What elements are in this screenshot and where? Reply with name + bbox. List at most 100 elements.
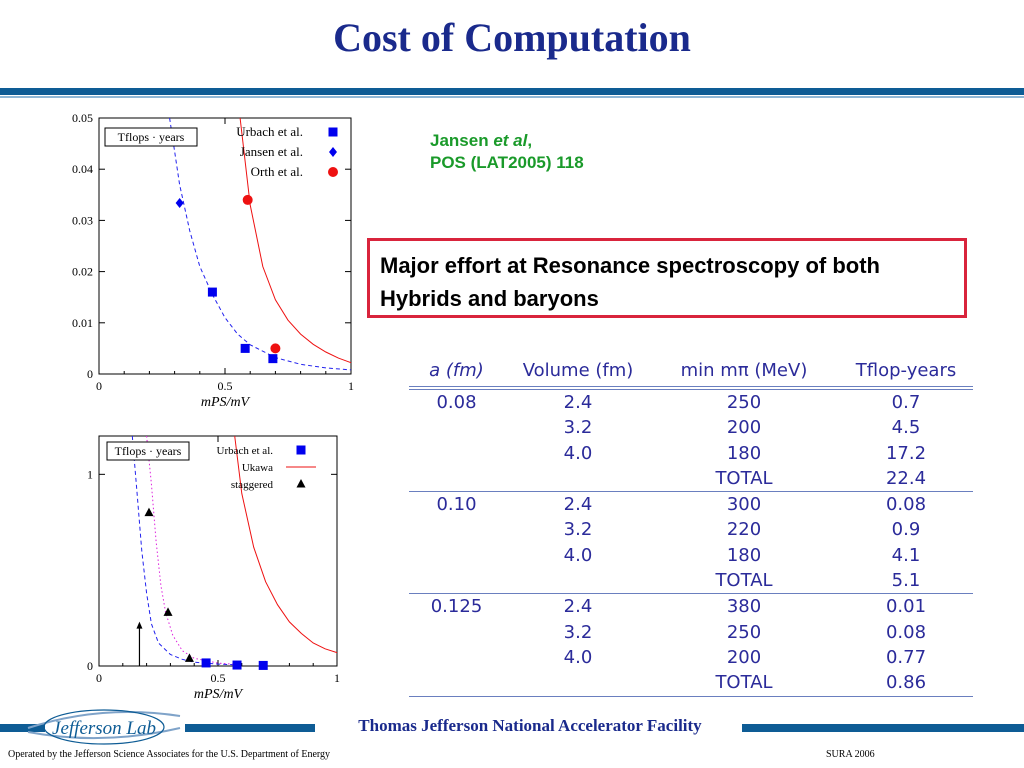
- table-cell: 3.2: [563, 519, 593, 541]
- table-cell: 0.7: [891, 392, 921, 413]
- logo-text: Jefferson Lab: [52, 718, 156, 739]
- legend-entry-label: staggered: [231, 479, 274, 491]
- table-cell: 0.77: [885, 646, 927, 668]
- table-header-tflops: Tflop-years: [855, 360, 957, 381]
- table-row: 0.08 2.4 250 0.7: [409, 390, 973, 415]
- table-cell: 0.125: [430, 596, 483, 618]
- table-row: 3.2 200 4.5: [409, 415, 973, 440]
- data-point-square: [268, 354, 278, 364]
- legend-label-text: Tflops · years: [115, 444, 182, 458]
- table-cell: TOTAL: [715, 672, 773, 694]
- table-cell: TOTAL: [715, 570, 773, 592]
- curve-magenta-dotted: [146, 435, 242, 666]
- footer-bar-right: [742, 724, 1024, 732]
- table-cell: 17.2: [885, 442, 927, 464]
- table-cell: 0.08: [885, 494, 927, 516]
- table-cell: 0.9: [891, 519, 921, 541]
- table-row: TOTAL 22.4: [409, 466, 973, 491]
- chart-bottom: 0 0.5 1 0 1 mPS/mV Tflops · years Urbach et al.…: [87, 435, 340, 702]
- data-point-square: [258, 660, 268, 670]
- arrow-head: [136, 621, 143, 629]
- table-group-divider: [409, 593, 973, 595]
- data-point-triangle: [184, 653, 194, 662]
- data-point-circle: [270, 343, 281, 354]
- curve-red-solid: [239, 117, 352, 364]
- legend-entry-label: Ukawa: [242, 462, 273, 474]
- table-group-divider: [409, 695, 973, 697]
- legend-marker-triangle: [296, 479, 306, 488]
- table-row: TOTAL 0.86: [409, 670, 973, 695]
- table-cell: 200: [726, 417, 762, 439]
- table-cell: 0.86: [885, 672, 927, 694]
- footer-event: SURA 2006: [826, 749, 875, 760]
- legend-entry-label: Jansen et al.: [240, 144, 303, 159]
- table-cell: 3.2: [563, 417, 593, 439]
- x-tick-label: 0.5: [218, 379, 233, 393]
- x-tick-label: 1: [334, 671, 340, 685]
- x-axis-label: mPS/mV: [201, 395, 251, 410]
- table-row: 4.0 180 17.2: [409, 441, 973, 466]
- reference-comma: ,: [527, 131, 533, 150]
- x-tick-label: 0: [96, 671, 102, 685]
- y-tick-label: 0.01: [72, 316, 93, 330]
- table-cell: 22.4: [885, 467, 927, 489]
- x-axis-label: mPS/mV: [194, 687, 244, 702]
- y-tick-label: 0: [87, 659, 93, 673]
- table-header-divider: [409, 386, 973, 390]
- table-cell: 0.08: [885, 621, 927, 643]
- reference-journal: POS (LAT2005) 118: [430, 153, 584, 172]
- legend-label-text: Tflops · years: [118, 130, 185, 144]
- title-divider: [0, 88, 1024, 95]
- table-cell: 5.1: [891, 570, 921, 592]
- table-cell: 0.08: [436, 392, 477, 413]
- legend-marker-square: [296, 445, 306, 455]
- data-point-square: [207, 287, 217, 297]
- y-tick-label: 0.04: [72, 162, 93, 176]
- table-cell: 4.0: [563, 442, 593, 464]
- data-point-triangle: [144, 507, 154, 517]
- page-title: Cost of Computation: [333, 15, 691, 60]
- x-tick-label: 0: [96, 379, 102, 393]
- x-tick-label: 0.5: [211, 671, 226, 685]
- legend-entry-label: Orth et al.: [251, 164, 303, 179]
- table-row: 4.0 200 0.77: [409, 645, 973, 670]
- table-cell: 200: [726, 646, 762, 668]
- legend-entry-label: Urbach et al.: [217, 445, 274, 457]
- table-cell: 220: [726, 519, 762, 541]
- footer-operated-by: Operated by the Jefferson Science Associ…: [8, 749, 331, 760]
- plot-frame: [98, 117, 352, 375]
- table-cell: 250: [726, 621, 762, 643]
- data-point-diamond: [175, 197, 184, 208]
- table-header-row: a (fm) Volume (fm) min mπ (MeV) Tflop-ye…: [409, 356, 973, 386]
- table-cell: 4.0: [563, 646, 593, 668]
- legend-label-box: [104, 127, 198, 147]
- legend-entry-label: Urbach et al.: [236, 124, 303, 139]
- footer-bar-left: [0, 724, 45, 732]
- curve-blue-dashed: [131, 435, 242, 666]
- table-cell: 3.2: [563, 621, 593, 643]
- legend-marker-circle: [328, 167, 338, 177]
- table-header-mpi: min mπ (MeV): [680, 360, 808, 381]
- y-tick-label: 0.05: [72, 111, 93, 125]
- table-group-divider: [409, 491, 973, 493]
- reference-citation: Jansen et al, POS (LAT2005) 118: [430, 130, 584, 174]
- chart-top: 0 0.5 1 0 0.01 0.02 0.03 0.04 0.05 mPS/mV Tflops ·…: [72, 111, 354, 410]
- table-row: 4.0 180 4.1: [409, 543, 973, 568]
- table-cell: 4.5: [891, 417, 921, 439]
- legend-label-box: [106, 441, 190, 461]
- table-body: 0.08 2.4 250 0.7 3.2 200 4.5 4.0 180 17.2 TOTAL 22.…: [409, 390, 973, 697]
- reference-author: Jansen: [430, 131, 494, 150]
- footer-facility: Thomas Jefferson National Accelerator Fa…: [358, 716, 702, 735]
- jefferson-lab-logo: Jefferson Lab: [27, 709, 181, 745]
- curve-red-solid: [234, 435, 338, 654]
- table-cell: 2.4: [563, 392, 593, 413]
- table-cell: 4.1: [891, 544, 921, 566]
- y-tick-label: 0.02: [72, 265, 93, 279]
- legend-marker-square: [328, 127, 338, 137]
- table-row: 3.2 250 0.08: [409, 620, 973, 645]
- table-cell: 0.10: [436, 494, 477, 516]
- callout-box: Major effort at Resonance spectroscopy o…: [367, 238, 967, 318]
- cost-table: a (fm) Volume (fm) min mπ (MeV) Tflop-ye…: [409, 356, 973, 697]
- table-cell: 0.01: [885, 596, 927, 618]
- curve-blue-dashed: [169, 117, 352, 371]
